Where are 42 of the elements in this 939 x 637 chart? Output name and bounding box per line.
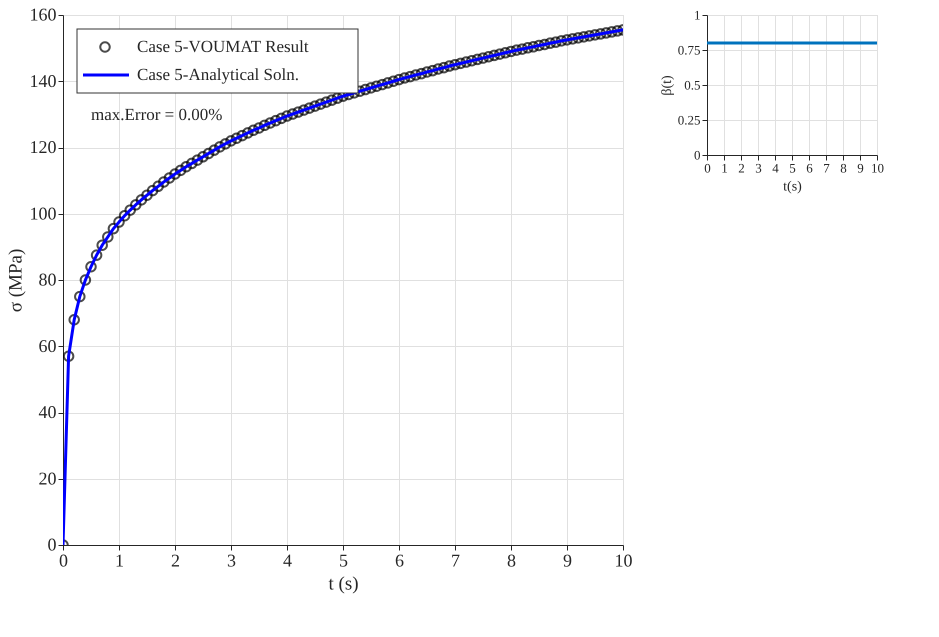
x-tick-label: 3 — [755, 160, 762, 176]
y-tick-label: 160 — [30, 4, 56, 24]
x-tick-label: 9 — [857, 160, 864, 176]
y-tick-label: 80 — [38, 270, 56, 290]
x-tick-label: 7 — [823, 160, 830, 176]
x-tick-label: 9 — [563, 550, 572, 570]
x-tick-label: 2 — [738, 160, 745, 176]
x-tick-label: 1 — [721, 160, 728, 176]
y-tick-label: 20 — [38, 468, 56, 488]
x-tick-label: 0 — [704, 160, 711, 176]
x-tick-label: 4 — [283, 550, 292, 570]
y-tick-label: 120 — [30, 137, 56, 157]
x-tick-label: 10 — [871, 160, 884, 176]
x-axis-title: t (s) — [328, 574, 359, 594]
x-tick-label: 8 — [507, 550, 516, 570]
y-tick-label: 0 — [48, 534, 56, 554]
y-tick-label: 100 — [30, 203, 56, 224]
x-tick-label: 10 — [614, 550, 632, 570]
y-axis-title: β(t) — [660, 74, 675, 96]
x-tick-label: 7 — [451, 550, 460, 570]
x-tick-label: 4 — [772, 160, 780, 176]
y-axis-title: σ (MPa) — [6, 248, 26, 312]
x-tick-label: 8 — [840, 160, 847, 176]
y-tick-label: 1 — [694, 8, 700, 22]
x-tick-label: 2 — [171, 550, 180, 570]
x-tick-label: 5 — [789, 160, 796, 176]
y-tick-label: 0 — [694, 148, 700, 162]
y-tick-label: 0.5 — [684, 78, 700, 92]
y-tick-label: 40 — [38, 402, 56, 422]
x-axis-title: t(s) — [783, 180, 802, 194]
annotation: max.Error = 0.00% — [91, 105, 222, 124]
x-tick-label: 6 — [806, 160, 814, 176]
y-tick-label: 140 — [30, 70, 56, 91]
x-tick-label: 5 — [339, 550, 348, 570]
y-tick-label: 60 — [38, 336, 56, 356]
y-tick-label: 0.25 — [678, 112, 700, 128]
legend-label: Case 5-Analytical Soln. — [137, 65, 299, 84]
x-tick-label: 3 — [227, 550, 236, 570]
y-tick-label: 0.75 — [678, 42, 700, 58]
x-tick-label: 1 — [115, 550, 124, 570]
x-tick-label: 6 — [395, 550, 404, 570]
legend-label: Case 5-VOUMAT Result — [137, 37, 309, 56]
